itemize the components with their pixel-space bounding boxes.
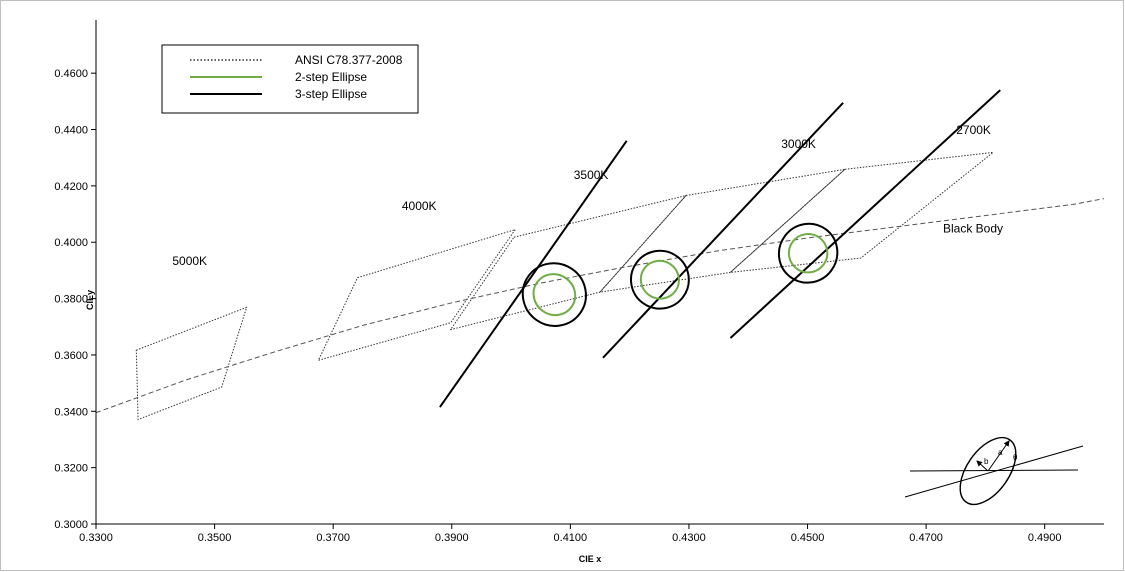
x-tick-label: 0.4900	[1028, 532, 1062, 544]
legend-3step-label: 3-step Ellipse	[295, 87, 367, 101]
x-tick-label: 0.4500	[791, 532, 825, 544]
ansi-quad-2700k	[728, 151, 995, 274]
isotemp-line-3000k	[602, 102, 844, 359]
y-tick-label: 0.3200	[54, 463, 88, 475]
ansi-quad-5000k	[135, 306, 248, 421]
legend: ANSI C78.377-2008 2-step Ellipse 3-step …	[161, 44, 419, 114]
x-tick-label: 0.3500	[198, 532, 232, 544]
x-tick-label: 0.3700	[316, 532, 350, 544]
y-tick-label: 0.4400	[54, 125, 88, 137]
inset-a-arrow	[987, 440, 1010, 472]
x-tick-label: 0.3300	[79, 532, 113, 544]
y-tick-label: 0.3800	[54, 294, 88, 306]
isotemp-line-2700k	[729, 89, 1001, 339]
ansi-quad-3000k	[598, 168, 847, 293]
cct-label: 4000K	[402, 199, 437, 213]
inset-theta-label: θ	[1013, 453, 1018, 462]
x-tick-label: 0.4100	[554, 532, 588, 544]
legend-box	[161, 44, 419, 114]
inset-tilted-line	[904, 445, 1084, 498]
y-tick-label: 0.3600	[54, 350, 88, 362]
inset-a-label: a	[998, 448, 1003, 457]
axes: 0.3300 0.3500 0.3700 0.3900 0.4100 0.4300 0.45…	[54, 20, 1104, 544]
ellipse-3step-2	[630, 249, 690, 310]
y-tick-label: 0.4600	[54, 68, 88, 80]
x-tick-label: 0.4300	[672, 532, 706, 544]
cct-label: 3000K	[781, 137, 816, 151]
ellipse-2step-2	[639, 259, 680, 300]
inset-b-arrow	[976, 460, 989, 472]
ellipse-3step-3	[777, 222, 839, 284]
y-tick-label: 0.3400	[54, 406, 88, 418]
x-tick-label: 0.3900	[435, 532, 469, 544]
ellipse-2step-3	[787, 232, 829, 274]
x-axis-title: CIE x	[579, 554, 602, 564]
y-tick-label: 0.4200	[54, 181, 88, 193]
black-body-locus	[95, 198, 1105, 414]
cct-label: 3500K	[574, 168, 609, 182]
legend-ansi-label: ANSI C78.377-2008	[295, 53, 403, 67]
y-tick-label: 0.4000	[54, 237, 88, 249]
ellipse-3step-1	[521, 262, 587, 327]
y-tick-label: 0.3000	[54, 519, 88, 531]
cct-label: 2700K	[956, 123, 991, 137]
cct-label: 5000K	[172, 254, 207, 268]
y-axis-title: CIEy	[85, 290, 95, 310]
isotemp-line-3500k	[439, 140, 628, 408]
legend-2step-label: 2-step Ellipse	[295, 70, 367, 84]
x-tick-label: 0.4700	[909, 532, 943, 544]
cct-label: Black Body	[943, 221, 1003, 235]
inset-horizontal-line	[909, 469, 1079, 472]
plot-area: 5000K 4000K 3500K 3000K 2700K Black Body	[95, 89, 1105, 421]
inset-ellipse	[959, 436, 1017, 506]
inset-b-label: b	[984, 457, 989, 466]
ellipse-2step-1	[532, 273, 577, 317]
ellipse-parameter-inset: a b θ	[904, 436, 1084, 506]
